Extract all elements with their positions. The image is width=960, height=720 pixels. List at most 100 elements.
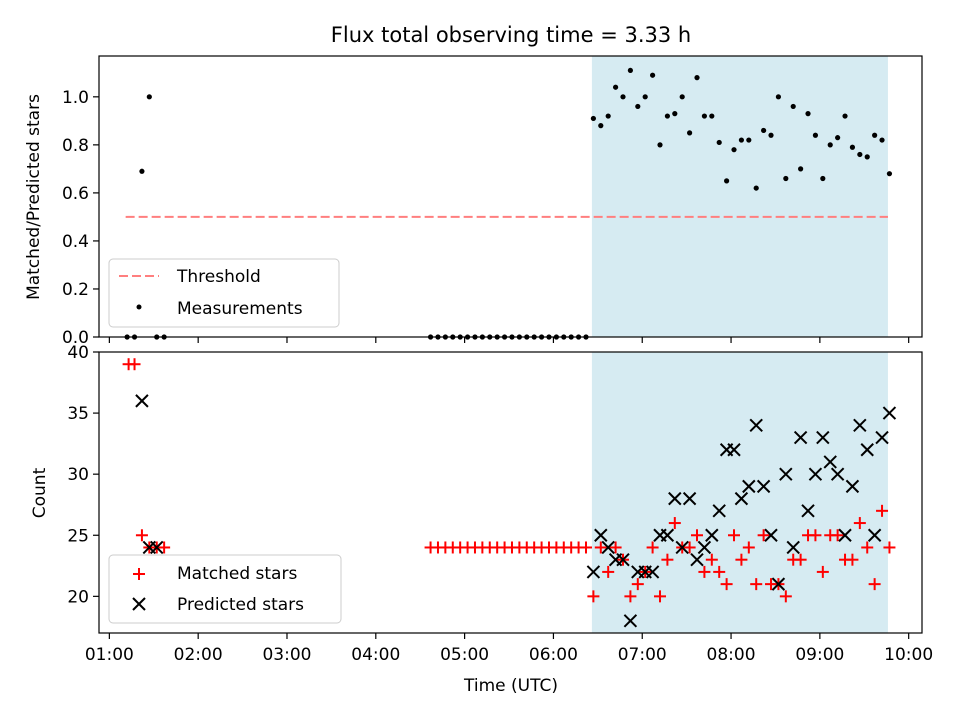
predicted-point xyxy=(875,430,889,445)
matched-point xyxy=(713,565,726,578)
matched-point xyxy=(750,578,763,591)
bottom-ylabel: Count xyxy=(30,467,50,518)
measurement-point xyxy=(775,94,782,100)
predicted-point xyxy=(616,552,630,567)
predicted-point xyxy=(749,418,763,433)
measurement-point xyxy=(731,147,737,153)
figure-title: Flux total observing time = 3.33 h xyxy=(331,23,691,47)
matched-point xyxy=(861,541,874,554)
measurement-point xyxy=(664,113,671,119)
measurement-point xyxy=(805,111,811,117)
measurement-point xyxy=(598,123,604,129)
top-ytick-label: 0.4 xyxy=(62,232,89,252)
top-xticks xyxy=(108,337,910,343)
top-ylabel: Matched/Predicted stars xyxy=(24,94,44,300)
measurement-point xyxy=(835,135,841,141)
predicted-point xyxy=(690,552,704,567)
bottom-xtick-label: 10:00 xyxy=(884,645,933,665)
matched-point xyxy=(831,529,844,542)
bottom-ytick-label: 25 xyxy=(67,526,89,546)
measurement-point xyxy=(724,178,730,184)
matched-point xyxy=(646,541,659,554)
measurement-point xyxy=(146,94,152,100)
measurement-point xyxy=(798,166,804,172)
predicted-point xyxy=(771,577,786,591)
bottom-xtick-label: 08:00 xyxy=(707,645,756,665)
predicted-point xyxy=(845,479,860,494)
measurement-point xyxy=(783,175,789,182)
predicted-point xyxy=(586,565,601,579)
measurement-point xyxy=(642,94,648,100)
predicted-point xyxy=(838,528,852,542)
legend-measurements-swatch xyxy=(136,304,142,310)
predicted-points xyxy=(135,394,897,628)
bottom-legend: Matched stars Predicted stars xyxy=(108,554,342,624)
matched-point xyxy=(794,553,807,566)
measurement-point xyxy=(590,115,596,122)
legend-threshold-label: Threshold xyxy=(176,267,261,287)
measurement-points xyxy=(124,67,893,340)
matched-points xyxy=(122,358,896,603)
legend-predicted-swatch xyxy=(132,597,146,611)
predicted-point xyxy=(779,467,793,481)
measurement-point xyxy=(627,67,633,74)
measurement-point xyxy=(709,113,715,119)
measurement-point xyxy=(827,142,833,148)
measurement-point xyxy=(872,132,878,138)
measurement-point xyxy=(746,137,752,143)
top-yticks: 0.0 0.2 0.4 0.6 0.8 1.0 xyxy=(62,88,99,348)
measurement-point xyxy=(657,142,663,148)
matched-point xyxy=(691,529,704,542)
matched-point xyxy=(128,358,141,371)
predicted-point xyxy=(786,540,800,555)
predicted-point xyxy=(830,467,845,481)
measurement-point xyxy=(879,137,885,143)
predicted-point xyxy=(742,479,756,494)
top-ytick-label: 0.0 xyxy=(62,328,89,348)
bottom-ytick-label: 30 xyxy=(67,465,89,485)
matched-point xyxy=(602,565,615,578)
matched-point xyxy=(735,553,748,566)
predicted-point xyxy=(675,540,689,555)
measurement-point xyxy=(812,132,819,138)
top-ytick-label: 0.8 xyxy=(62,136,89,156)
bottom-ytick-label: 20 xyxy=(67,587,89,607)
predicted-point xyxy=(816,430,830,445)
matched-point xyxy=(594,541,607,554)
measurement-point xyxy=(716,139,722,146)
top-ytick-label: 0.2 xyxy=(62,280,89,300)
bottom-xtick-label: 01:00 xyxy=(85,645,134,665)
top-frame xyxy=(98,55,923,338)
matched-point xyxy=(883,541,896,554)
bottom-frame xyxy=(98,351,923,634)
matched-point xyxy=(779,590,792,603)
measurement-point xyxy=(679,94,685,100)
predicted-point xyxy=(756,479,771,494)
matched-point xyxy=(720,578,733,591)
bottom-xlabel: Time (UTC) xyxy=(463,676,558,696)
predicted-point xyxy=(882,406,897,420)
matched-point xyxy=(624,590,637,603)
predicted-point xyxy=(853,418,867,433)
bottom-ytick-label: 40 xyxy=(67,343,89,363)
predicted-point xyxy=(734,491,749,506)
matched-point xyxy=(742,541,755,554)
predicted-point xyxy=(645,565,660,579)
predicted-point xyxy=(668,491,682,506)
top-panel: 0.0 0.2 0.4 0.6 0.8 1.0 Matched/Predicted sta… xyxy=(24,55,923,348)
measurement-point xyxy=(139,168,145,174)
measurement-point xyxy=(605,113,611,119)
matched-point xyxy=(579,541,592,554)
matched-point xyxy=(158,541,171,554)
measurement-point xyxy=(753,185,759,191)
predicted-point xyxy=(660,528,675,542)
predicted-point xyxy=(860,443,874,457)
predicted-point xyxy=(135,394,149,408)
matched-point xyxy=(728,529,741,542)
predicted-point xyxy=(764,528,778,542)
matched-point xyxy=(587,590,600,603)
measurement-point xyxy=(857,151,863,158)
measurement-point xyxy=(820,175,826,182)
matched-point xyxy=(698,565,711,578)
top-legend: Threshold Measurements xyxy=(108,258,340,328)
